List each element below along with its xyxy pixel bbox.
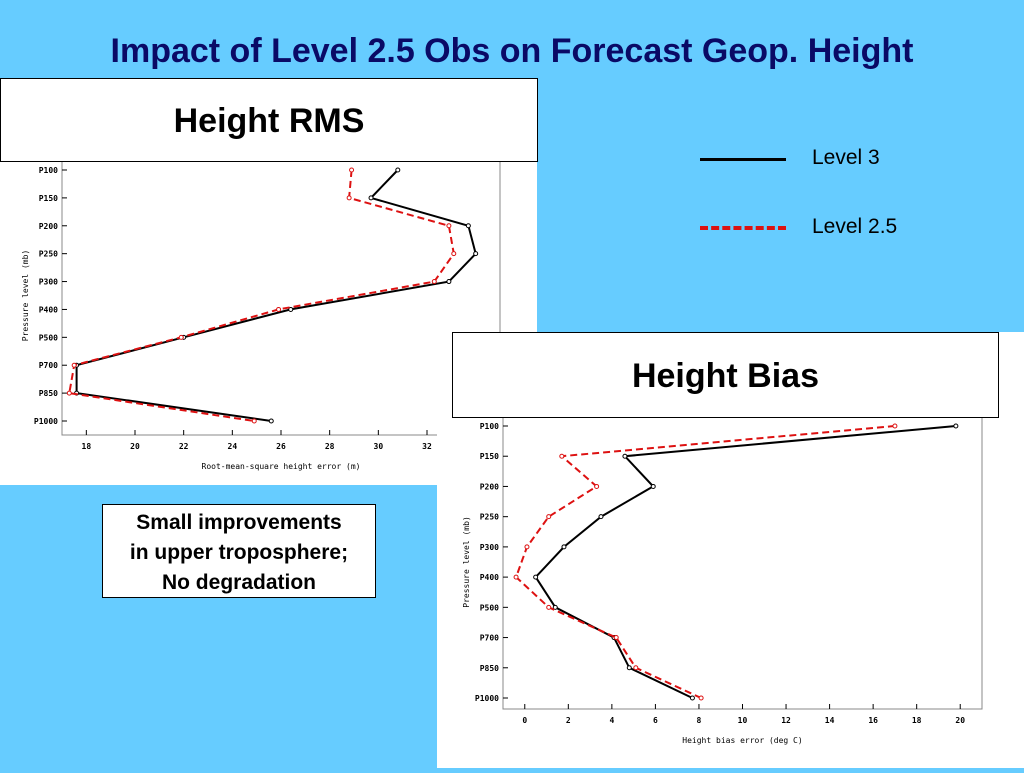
data-point	[446, 223, 452, 229]
y-tick-label: P400	[480, 573, 499, 582]
x-tick-label: 26	[276, 442, 286, 451]
slide-title: Impact of Level 2.5 Obs on Forecast Geop…	[110, 32, 914, 70]
data-point	[598, 514, 604, 520]
y-tick-label: P400	[39, 305, 58, 314]
legend: Level 3 Level 2.5	[700, 140, 960, 250]
data-point	[251, 418, 257, 424]
summary-note: Small improvements in upper troposphere;…	[102, 504, 376, 598]
data-point	[622, 453, 628, 459]
data-point	[268, 418, 274, 424]
y-tick-label: P250	[480, 513, 499, 522]
data-point	[546, 604, 552, 610]
x-tick-label: 8	[697, 716, 702, 725]
y-tick-label: P200	[480, 482, 499, 491]
y-tick-label: P1000	[475, 694, 499, 703]
y-tick-label: P100	[39, 166, 58, 175]
rms-chart: P100 P150 P200 P250 P300 P400 P500 P700 P850 P100…	[21, 157, 501, 471]
legend-line-solid	[700, 158, 786, 161]
data-point	[698, 695, 704, 701]
x-tick-label: 20	[955, 716, 965, 725]
data-point	[431, 279, 437, 285]
data-point	[276, 306, 282, 312]
data-point	[626, 665, 632, 671]
note-line: in upper troposphere;	[129, 541, 349, 564]
data-point	[368, 195, 374, 201]
y-tick-label: P850	[480, 664, 499, 673]
y-tick-label: P300	[39, 278, 58, 287]
y-tick-label: P500	[39, 333, 58, 342]
x-tick-label: 6	[653, 716, 658, 725]
x-tick-label: 18	[912, 716, 922, 725]
data-point	[513, 574, 519, 580]
y-tick-label: P100	[480, 422, 499, 431]
x-tick-label: 12	[781, 716, 791, 725]
series-line-level-2-5	[68, 169, 455, 422]
y-axis-label: Pressure level (mb)	[21, 250, 30, 342]
x-tick-label: 24	[228, 442, 238, 451]
x-tick-label: 0	[522, 716, 527, 725]
data-point	[288, 306, 294, 312]
x-tick-label: 2	[566, 716, 571, 725]
data-point	[395, 167, 401, 173]
y-tick-label: P250	[39, 250, 58, 259]
x-tick-label: 18	[82, 442, 92, 451]
data-point	[473, 251, 479, 257]
x-tick-label: 20	[130, 442, 140, 451]
data-point	[892, 423, 898, 429]
x-tick-label: 14	[825, 716, 835, 725]
legend-line-dashed	[700, 226, 786, 230]
data-point	[349, 167, 355, 173]
data-point	[561, 544, 567, 550]
x-tick-label: 28	[325, 442, 335, 451]
data-point	[650, 483, 656, 489]
data-point	[446, 279, 452, 285]
x-tick-label: 30	[374, 442, 384, 451]
plot-frame	[61, 157, 501, 436]
data-point	[633, 665, 639, 671]
data-point	[552, 604, 558, 610]
x-tick-label: 16	[868, 716, 878, 725]
y-tick-label: P700	[39, 361, 58, 370]
y-axis-label: Pressure level (mb)	[462, 516, 471, 608]
x-axis-label: Height bias error (deg C)	[682, 736, 802, 745]
y-tick-label: P700	[480, 634, 499, 643]
series-line-level-2-5	[514, 425, 895, 699]
data-point	[346, 195, 352, 201]
x-tick-label: 32	[422, 442, 432, 451]
note-line: Small improvements	[136, 511, 342, 534]
bias-chart: P100 P150 P200 P250 P300 P400 P500 P700 P850 P100…	[462, 415, 983, 745]
bias-chart-label: Height Bias	[452, 332, 999, 418]
data-point	[71, 362, 77, 368]
data-point	[524, 544, 530, 550]
x-tick-label: 4	[609, 716, 614, 725]
y-tick-label: P300	[480, 543, 499, 552]
y-tick-label: P850	[39, 389, 58, 398]
x-tick-label: 22	[179, 442, 189, 451]
series-line-level-3	[534, 425, 956, 699]
y-tick-label: P150	[39, 194, 58, 203]
data-point	[465, 223, 471, 229]
data-point	[953, 423, 959, 429]
legend-label-level-2-5: Level 2.5	[812, 215, 898, 238]
data-point	[451, 251, 457, 257]
rms-chart-label: Height RMS	[0, 78, 538, 162]
plot-frame	[502, 415, 983, 710]
legend-label-level-3: Level 3	[812, 146, 880, 169]
data-point	[546, 514, 552, 520]
y-tick-label: P200	[39, 222, 58, 231]
x-tick-label: 10	[738, 716, 748, 725]
data-point	[66, 390, 72, 396]
data-point	[178, 334, 184, 340]
data-point	[533, 574, 539, 580]
x-axis-label: Root-mean-square height error (m)	[202, 462, 361, 471]
data-point	[613, 635, 619, 641]
series-line-level-3	[75, 169, 477, 422]
data-point	[559, 453, 565, 459]
note-line: No degradation	[161, 571, 316, 594]
y-tick-label: P150	[480, 452, 499, 461]
y-tick-label: P500	[480, 603, 499, 612]
y-tick-label: P1000	[34, 417, 58, 426]
data-point	[594, 483, 600, 489]
data-point	[689, 695, 695, 701]
